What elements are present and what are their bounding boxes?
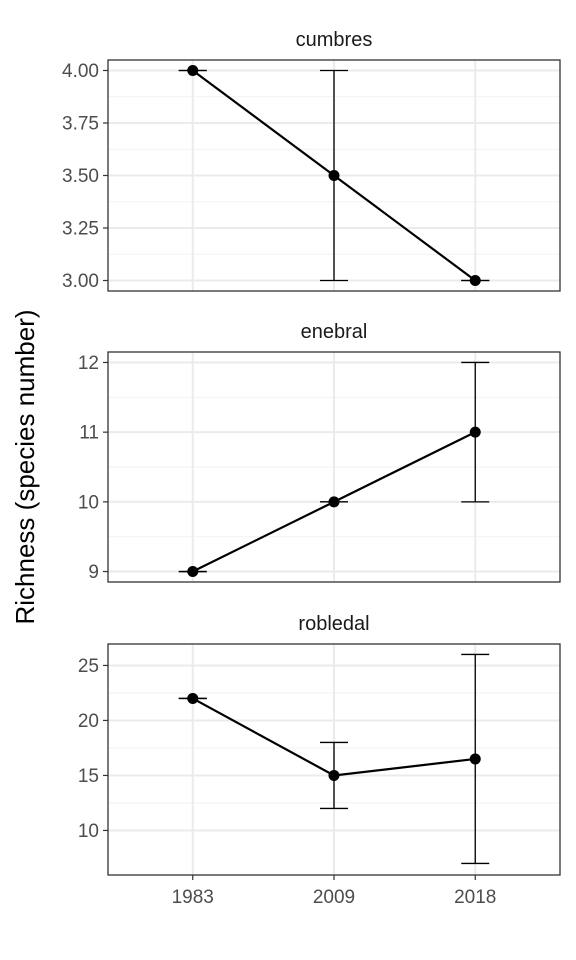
- data-point: [187, 65, 199, 76]
- y-tick-label: 3.75: [62, 114, 99, 135]
- y-tick-label: 9: [88, 562, 99, 583]
- y-tick-label: 11: [79, 423, 99, 444]
- data-point: [328, 170, 340, 181]
- data-point: [187, 566, 199, 578]
- panel-border: [107, 351, 561, 583]
- data-point: [469, 753, 481, 765]
- x-tick-label: 1983: [172, 887, 214, 908]
- x-tick-label: 2009: [313, 887, 355, 908]
- data-point: [328, 769, 340, 781]
- y-tick-label: 3.00: [62, 271, 99, 292]
- data-point: [328, 496, 340, 508]
- y-tick-label: 4.00: [62, 61, 99, 82]
- panel-title: enebral: [301, 321, 368, 343]
- y-tick-label: 25: [78, 656, 99, 677]
- data-point: [469, 426, 481, 438]
- y-tick-label: 3.50: [62, 166, 99, 187]
- data-point: [469, 275, 481, 286]
- y-tick-label: 15: [78, 766, 99, 787]
- y-tick-label: 12: [78, 353, 99, 374]
- y-tick-label: 10: [78, 821, 99, 842]
- panel-robledal: robledal 10 15 20 25: [78, 613, 561, 876]
- x-tick-label: 2018: [454, 887, 496, 908]
- data-point: [187, 692, 199, 704]
- panel-border: [107, 59, 561, 292]
- y-axis-label: Richness (species number): [10, 309, 40, 624]
- y-tick-label: 10: [78, 492, 99, 513]
- y-tick-label: 20: [78, 711, 99, 732]
- panel-enebral: enebral 9 10 11 12: [78, 321, 561, 583]
- panel-title: robledal: [298, 613, 369, 635]
- y-tick-label: 3.25: [62, 219, 99, 240]
- panel-cumbres: cumbres 3.00 3.25 3.50 3.75 4.00: [62, 29, 561, 292]
- panel-title: cumbres: [296, 29, 373, 51]
